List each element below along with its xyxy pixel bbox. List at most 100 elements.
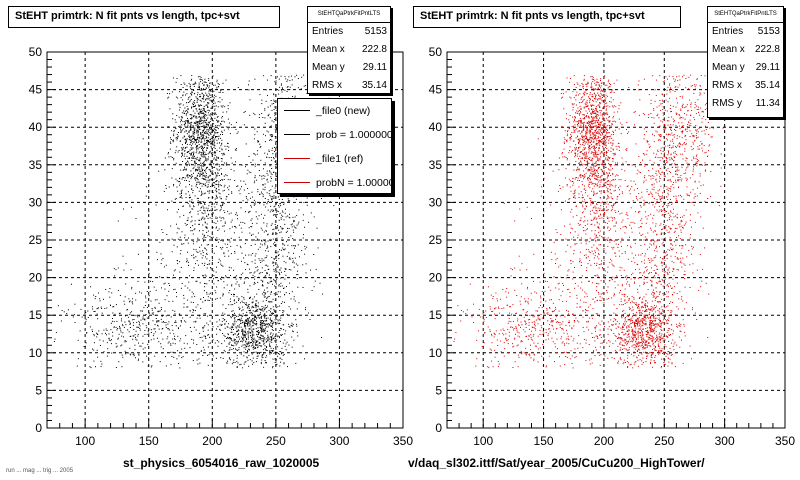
data-point [255, 300, 257, 302]
data-point [247, 324, 249, 326]
data-point [169, 285, 171, 286]
data-point [607, 105, 609, 107]
data-point [261, 327, 263, 329]
data-point [192, 225, 194, 227]
data-point [586, 138, 588, 139]
data-point [174, 335, 176, 337]
data-point [270, 138, 271, 140]
data-point [134, 334, 136, 336]
data-point [157, 325, 159, 327]
data-point [574, 131, 576, 133]
data-point [175, 137, 177, 139]
data-point [211, 213, 213, 215]
data-point [592, 81, 594, 83]
data-point [244, 262, 246, 264]
data-point [190, 142, 191, 144]
data-point [257, 188, 259, 190]
data-point [199, 136, 201, 138]
data-point [602, 99, 604, 101]
data-point [157, 320, 159, 322]
data-point [273, 313, 274, 314]
data-point [291, 84, 293, 86]
data-point [230, 337, 232, 339]
data-point [249, 323, 251, 325]
data-point [237, 362, 239, 364]
data-point [566, 77, 568, 79]
data-point [210, 100, 212, 102]
data-point [206, 114, 208, 116]
data-point [272, 134, 274, 136]
data-point [228, 146, 230, 148]
data-point [597, 132, 599, 134]
data-point [199, 168, 201, 170]
data-point [181, 348, 183, 350]
data-point [612, 117, 614, 119]
data-point [145, 301, 147, 303]
data-point [194, 139, 196, 140]
data-point [190, 93, 192, 95]
data-point [154, 355, 156, 357]
data-point [229, 338, 231, 340]
data-point [139, 328, 141, 329]
data-point [133, 353, 135, 355]
data-point [201, 110, 203, 112]
data-point [176, 292, 177, 293]
data-point [282, 243, 284, 244]
data-point [246, 343, 248, 344]
data-point [135, 299, 137, 301]
data-point [209, 90, 211, 91]
data-point [101, 312, 103, 314]
data-point [286, 91, 288, 92]
data-point [313, 254, 315, 255]
data-point [218, 228, 220, 230]
data-point [272, 238, 274, 240]
data-point [180, 84, 182, 85]
data-point [189, 140, 191, 142]
data-point [220, 90, 222, 92]
data-point [214, 166, 216, 168]
data-point [201, 88, 202, 90]
data-point [200, 164, 202, 166]
data-point [156, 321, 157, 323]
data-point [135, 314, 137, 316]
data-point [290, 269, 292, 271]
data-point [197, 132, 199, 134]
data-point [216, 88, 218, 90]
data-point [170, 351, 172, 353]
data-point [200, 111, 202, 113]
data-point [200, 154, 202, 156]
data-point [204, 222, 206, 224]
data-point [120, 329, 122, 331]
data-point [155, 204, 157, 206]
data-point [248, 171, 250, 173]
data-point [212, 190, 214, 192]
data-point [589, 123, 591, 125]
data-point [247, 333, 249, 335]
data-point [604, 99, 606, 101]
data-point [275, 323, 277, 325]
data-point [201, 155, 203, 157]
data-point [223, 225, 225, 227]
data-point [193, 133, 195, 135]
data-point [242, 367, 244, 369]
data-point [279, 305, 281, 307]
data-point [260, 323, 262, 325]
data-point [265, 250, 267, 252]
data-point [215, 151, 217, 153]
data-point [200, 146, 202, 148]
data-point [223, 162, 225, 164]
data-point [273, 99, 275, 101]
data-point [94, 310, 96, 312]
data-point [151, 312, 153, 314]
data-point [193, 154, 194, 155]
data-point [285, 274, 287, 276]
data-point [199, 209, 201, 211]
data-point [218, 181, 220, 183]
data-point [254, 314, 256, 316]
data-point [270, 135, 272, 137]
data-point [582, 149, 584, 151]
data-point [217, 262, 219, 263]
data-point [208, 152, 210, 154]
data-point [257, 315, 259, 316]
data-point [271, 256, 273, 258]
